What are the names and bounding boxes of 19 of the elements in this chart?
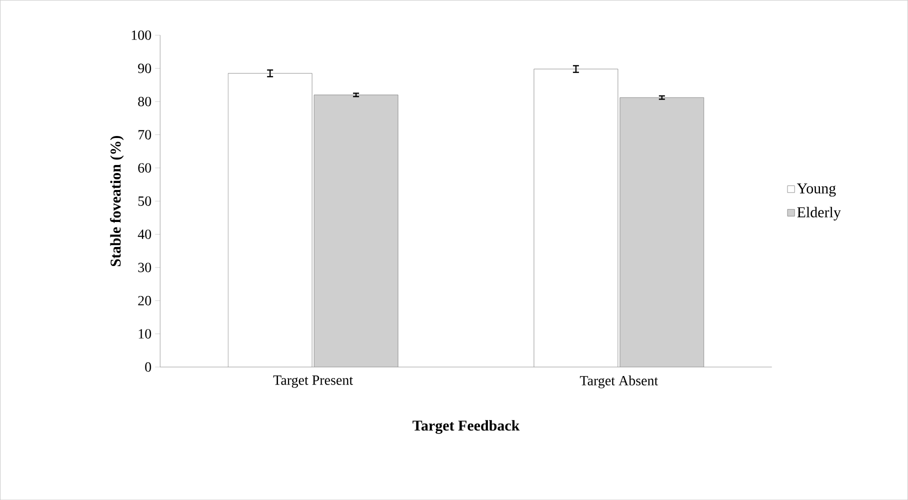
y-axis-title: Stable foveation (%) [110, 136, 124, 266]
y-tick-label: 0 [145, 362, 152, 372]
bar [620, 97, 704, 367]
bar [314, 94, 398, 367]
y-tick-label: 50 [138, 196, 152, 206]
y-tick-label: 90 [138, 64, 152, 74]
y-tick-label: 20 [138, 296, 152, 306]
y-tick-label: 60 [138, 163, 152, 173]
legend-label: Elderly [797, 206, 841, 220]
x-tick-label: Target Absent [580, 375, 658, 388]
y-tick-label: 40 [138, 229, 152, 239]
y-tick-label: 80 [138, 96, 152, 106]
y-tick-label: 10 [138, 329, 152, 338]
y-tick-label: 100 [132, 30, 152, 40]
x-tick-label: Target Present [273, 375, 353, 388]
y-tick-label: 30 [138, 262, 152, 272]
x-axis-title: Target Feedback [412, 420, 520, 434]
text: Young [796, 183, 836, 196]
y-tick-label: 70 [138, 130, 152, 140]
